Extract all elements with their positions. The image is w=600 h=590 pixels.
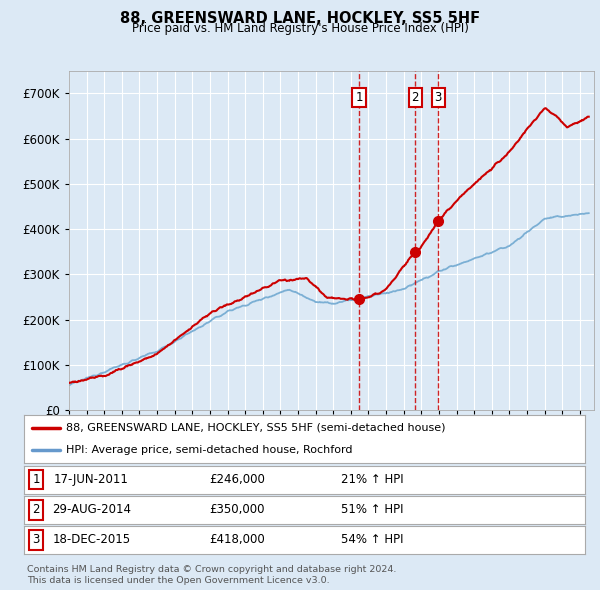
Text: 18-DEC-2015: 18-DEC-2015 [52, 533, 130, 546]
Text: 51% ↑ HPI: 51% ↑ HPI [341, 503, 403, 516]
Text: 2: 2 [32, 503, 40, 516]
Text: HPI: Average price, semi-detached house, Rochford: HPI: Average price, semi-detached house,… [66, 445, 353, 455]
Text: 2: 2 [412, 91, 419, 104]
Text: 88, GREENSWARD LANE, HOCKLEY, SS5 5HF (semi-detached house): 88, GREENSWARD LANE, HOCKLEY, SS5 5HF (s… [66, 423, 446, 433]
Text: 54% ↑ HPI: 54% ↑ HPI [341, 533, 403, 546]
Text: Price paid vs. HM Land Registry's House Price Index (HPI): Price paid vs. HM Land Registry's House … [131, 22, 469, 35]
Text: 17-JUN-2011: 17-JUN-2011 [54, 473, 129, 486]
Text: £350,000: £350,000 [209, 503, 265, 516]
Text: 21% ↑ HPI: 21% ↑ HPI [341, 473, 403, 486]
Text: 1: 1 [355, 91, 363, 104]
Text: Contains HM Land Registry data © Crown copyright and database right 2024.
This d: Contains HM Land Registry data © Crown c… [27, 565, 397, 585]
Text: 88, GREENSWARD LANE, HOCKLEY, SS5 5HF: 88, GREENSWARD LANE, HOCKLEY, SS5 5HF [120, 11, 480, 25]
Text: £246,000: £246,000 [209, 473, 265, 486]
Text: 3: 3 [32, 533, 40, 546]
Text: 1: 1 [32, 473, 40, 486]
Text: 3: 3 [434, 91, 442, 104]
Text: 29-AUG-2014: 29-AUG-2014 [52, 503, 131, 516]
Text: £418,000: £418,000 [209, 533, 265, 546]
